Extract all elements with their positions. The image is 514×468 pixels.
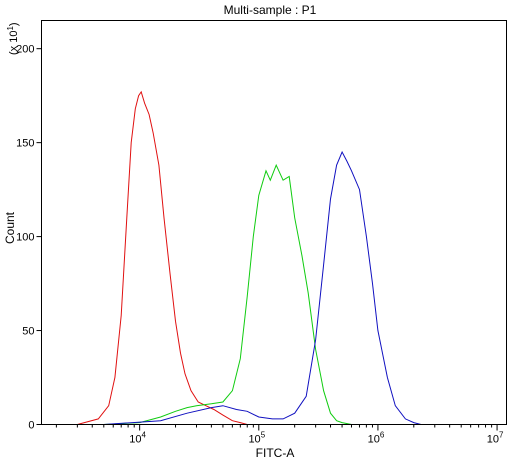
y-tick-label: 150	[16, 138, 34, 150]
y-multiplier-base: (x 10	[8, 31, 20, 55]
plot-frame	[41, 20, 507, 425]
y-tick-label: 0	[28, 420, 34, 432]
x-tick-label: 106	[368, 431, 385, 446]
y-axis-label: Count	[3, 211, 17, 244]
y-tick-label: 200	[16, 44, 34, 56]
chart-title: Multi-sample : P1	[224, 3, 317, 17]
x-tick-label: 105	[248, 431, 265, 446]
x-tick-label: 104	[129, 431, 146, 446]
y-tick-label: 100	[16, 232, 34, 244]
y-tick-label: 50	[22, 326, 34, 338]
y-multiplier-exp: 1	[6, 26, 15, 31]
x-axis-label: FITC-A	[256, 446, 295, 460]
y-multiplier-label: (x 101)	[6, 22, 20, 55]
series-line-1	[41, 90, 248, 425]
series-line-3	[103, 150, 422, 425]
x-tick-label: 107	[487, 431, 504, 446]
plot-area: 0 50 100 150 200 104 105 106 107	[16, 44, 504, 446]
y-multiplier-close: )	[8, 22, 20, 26]
series-line-2	[103, 163, 352, 425]
